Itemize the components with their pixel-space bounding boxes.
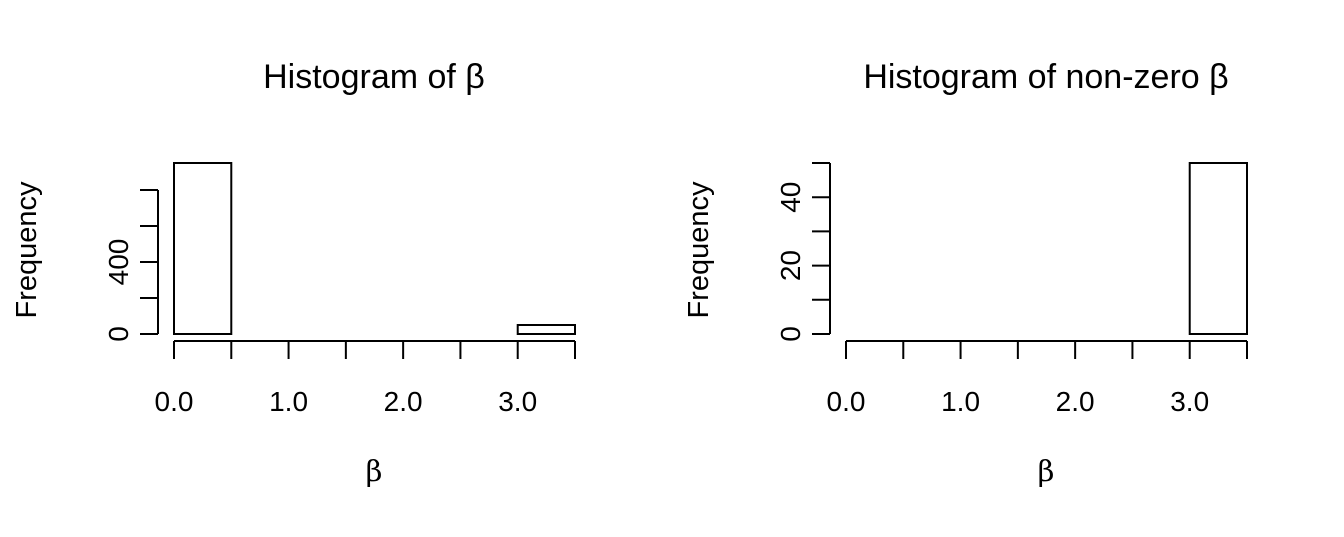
x-tick-label: 3.0 <box>498 386 537 417</box>
plot-area: 0.0 1.0 2.0 3.0 0 20 40 <box>775 162 1248 417</box>
panel-histogram-nonzero-beta: Histogram of non-zero β 0.0 1.0 2.0 3.0 0 20 4… <box>683 58 1248 488</box>
y-tick-label: 40 <box>775 182 806 213</box>
x-tick-label: 3.0 <box>1170 386 1209 417</box>
x-tick-label: 1.0 <box>269 386 308 417</box>
x-tick-label: 0.0 <box>155 386 194 417</box>
x-tick-label: 2.0 <box>384 386 423 417</box>
y-tick-label: 400 <box>103 239 134 286</box>
y-axis-label: Frequency <box>683 181 715 319</box>
y-axis-label: Frequency <box>11 181 43 319</box>
histogram-bar <box>173 162 233 335</box>
y-tick-label: 0 <box>775 326 806 342</box>
x-tick-label: 2.0 <box>1056 386 1095 417</box>
panel-histogram-beta: Histogram of β 0.0 1.0 2.0 3.0 0 400 Frequenc… <box>11 58 577 488</box>
x-tick-label: 0.0 <box>827 386 866 417</box>
chart-title: Histogram of β <box>263 58 485 96</box>
x-tick-label: 1.0 <box>941 386 980 417</box>
y-tick-label: 20 <box>775 250 806 281</box>
histogram-bar <box>516 324 577 335</box>
x-axis-label: β <box>366 454 383 488</box>
plot-area: 0.0 1.0 2.0 3.0 0 400 <box>103 162 577 417</box>
y-tick-label: 0 <box>103 326 134 342</box>
x-axis-label: β <box>1038 454 1055 488</box>
histogram-bar <box>1188 162 1248 335</box>
chart-title: Histogram of non-zero β <box>863 58 1228 96</box>
